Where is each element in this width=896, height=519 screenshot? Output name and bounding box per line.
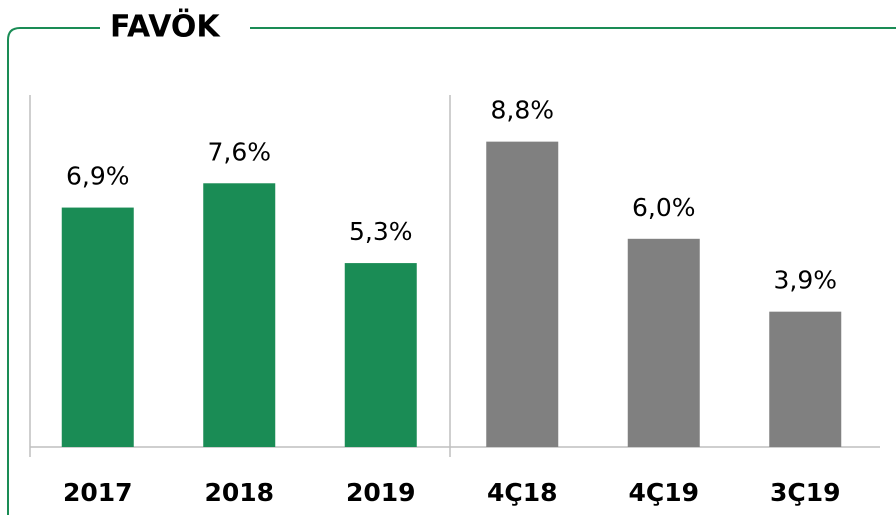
- value-label: 3,9%: [773, 266, 837, 295]
- value-label: 8,8%: [490, 96, 554, 125]
- frame: [7, 27, 896, 515]
- x-tick-label: 4Ç18: [487, 478, 558, 507]
- bar: [61, 207, 134, 447]
- x-tick-label: 4Ç19: [628, 478, 699, 507]
- value-label: 6,9%: [66, 162, 130, 191]
- bar: [769, 311, 842, 447]
- bar: [344, 263, 417, 447]
- value-label: 7,6%: [207, 137, 271, 166]
- x-tick-label: 2017: [63, 478, 133, 507]
- x-tick-label: 2019: [346, 478, 416, 507]
- value-label: 5,3%: [349, 217, 413, 246]
- value-label: 6,0%: [632, 193, 696, 222]
- chart-title: FAVÖK: [110, 8, 221, 45]
- bar: [486, 141, 559, 447]
- bar: [627, 238, 700, 447]
- x-tick-label: 2018: [204, 478, 274, 507]
- x-tick-label: 3Ç19: [770, 478, 841, 507]
- bar: [203, 183, 276, 447]
